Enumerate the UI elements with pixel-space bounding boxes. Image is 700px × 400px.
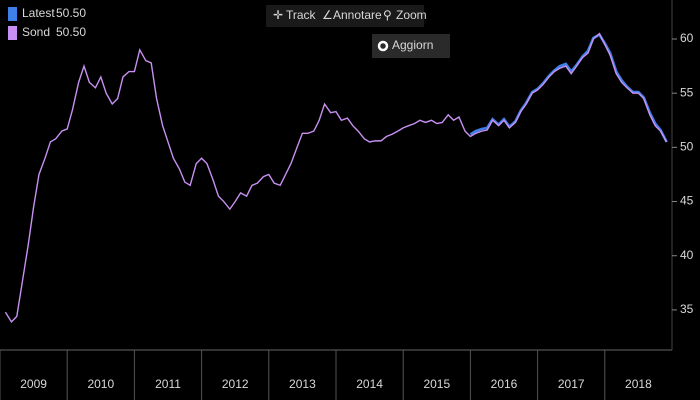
refresh-button[interactable] [372, 34, 450, 58]
y-tick-label: 55 [680, 85, 694, 99]
x-tick-label: 2012 [222, 377, 249, 391]
x-tick-label: 2017 [558, 377, 585, 391]
toolbar: ✛ Track ∠ Annotare ⚲ Zoom Aggiorn [266, 5, 450, 58]
y-tick-label: 45 [680, 194, 694, 208]
legend-swatch [8, 7, 17, 21]
legend-name: Sond [22, 25, 50, 39]
toolbar-item[interactable]: Annotare [333, 8, 382, 22]
x-tick-label: 2018 [625, 377, 652, 391]
legend-value: 50.50 [56, 6, 86, 20]
x-tick-label: 2009 [20, 377, 47, 391]
y-tick-label: 50 [680, 140, 694, 154]
x-tick-label: 2014 [356, 377, 383, 391]
refresh-icon [377, 40, 389, 52]
y-tick-label: 40 [680, 248, 694, 262]
series-line [469, 32, 668, 143]
toolbar-bg [266, 5, 424, 27]
refresh-label[interactable]: Aggiorn [392, 38, 433, 52]
x-tick-label: 2011 [155, 377, 181, 391]
toolbar-item[interactable]: Track [286, 8, 317, 22]
legend-swatch [8, 26, 17, 40]
x-tick-label: 2013 [289, 377, 316, 391]
legend-value: 50.50 [56, 25, 86, 39]
x-tick-label: 2016 [491, 377, 518, 391]
x-tick-label: 2015 [423, 377, 450, 391]
toolbar-item[interactable]: Zoom [396, 8, 427, 22]
zoom-icon: ⚲ [383, 8, 392, 22]
y-tick-label: 35 [680, 302, 694, 316]
y-tick-label: 60 [680, 31, 694, 45]
x-tick-label: 2010 [87, 377, 114, 391]
annotate-icon: ∠ [322, 8, 333, 22]
legend-name: Latest [22, 6, 55, 20]
track-icon: ✛ [273, 8, 283, 22]
series-line [4, 32, 668, 323]
